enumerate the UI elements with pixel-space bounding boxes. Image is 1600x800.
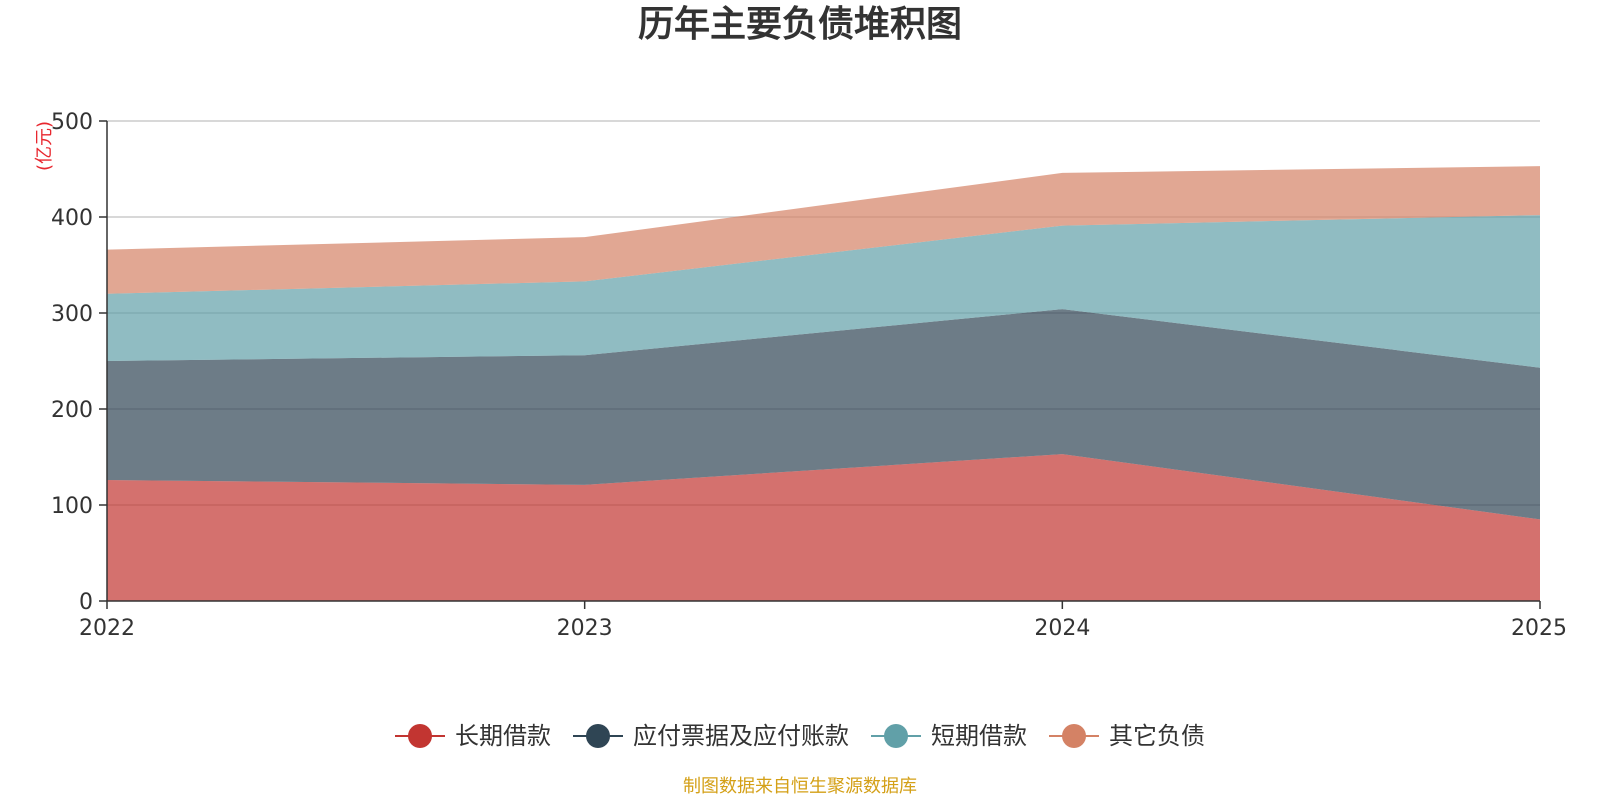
chart-title: 历年主要负债堆积图: [638, 4, 962, 45]
y-axis-unit-label: (亿元): [34, 121, 55, 171]
legend[interactable]: 长期借款 应付票据及应付账款 短期借款 其它负债: [395, 722, 1205, 750]
axes: [106, 121, 1540, 602]
x-tick-label: 2022: [79, 616, 135, 641]
legend-label: 短期借款: [931, 722, 1027, 750]
area-series-2[interactable]: [107, 309, 1540, 520]
legend-label: 应付票据及应付账款: [633, 722, 849, 750]
area-series-3[interactable]: [107, 215, 1540, 368]
legend-label: 长期借款: [455, 722, 551, 750]
y-tick-label: 100: [51, 494, 93, 519]
y-tick-label: 400: [51, 206, 93, 231]
legend-circle-marker: [586, 724, 610, 748]
legend-circle-marker: [1062, 724, 1086, 748]
area-series-1[interactable]: [107, 454, 1540, 601]
source-note: 制图数据来自恒生聚源数据库: [683, 776, 917, 797]
y-axis-ticks: 0 100 200 300 400 500: [51, 110, 107, 615]
area-series-4[interactable]: [107, 166, 1540, 294]
x-tick-label: 2025: [1511, 616, 1567, 641]
legend-label: 其它负债: [1109, 722, 1205, 750]
y-tick-label: 300: [51, 302, 93, 327]
x-tick-label: 2024: [1034, 616, 1090, 641]
legend-item-2[interactable]: 应付票据及应付账款: [573, 722, 849, 750]
legend-circle-marker: [884, 724, 908, 748]
y-tick-label: 0: [79, 590, 93, 615]
x-axis-ticks: 2022 2023 2024 2025: [79, 601, 1567, 641]
legend-item-1[interactable]: 长期借款: [395, 722, 551, 750]
legend-item-4[interactable]: 其它负债: [1049, 722, 1205, 750]
area-series-group: [107, 166, 1540, 601]
y-tick-label: 500: [51, 110, 93, 135]
y-tick-label: 200: [51, 398, 93, 423]
x-tick-label: 2023: [557, 616, 613, 641]
legend-item-3[interactable]: 短期借款: [871, 722, 1027, 750]
legend-circle-marker: [408, 724, 432, 748]
